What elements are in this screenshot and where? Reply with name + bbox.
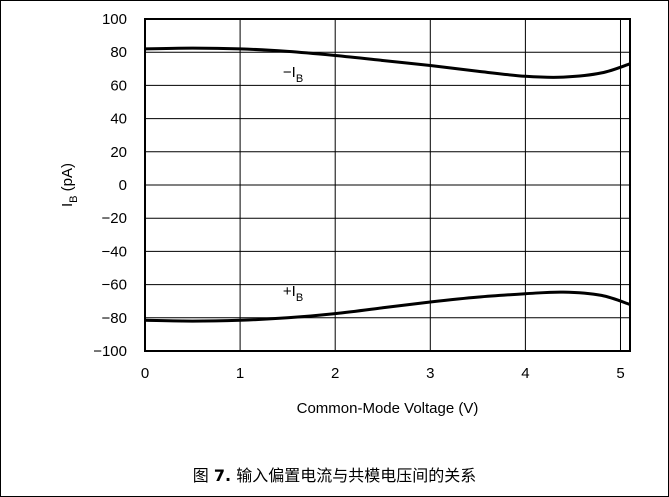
- caption-prefix: 图: [192, 466, 214, 485]
- grid: [144, 18, 630, 352]
- caption-figure-number: 7.: [213, 466, 232, 485]
- y-tick-label: −80: [102, 310, 127, 327]
- bias-current-chart: 100 80 60 40 20 0 −20 −40 −60 −80 −100 0 1 2 3 4 5 −IB +…: [59, 11, 631, 417]
- y-tick-label: −100: [93, 343, 127, 360]
- series-group: [144, 46, 631, 323]
- x-axis-title: Common-Mode Voltage (V): [297, 400, 479, 417]
- y-tick-label: −60: [102, 277, 127, 294]
- x-tick-labels: 0 1 2 3 4 5: [141, 365, 625, 382]
- series-line-plus-ib: [144, 290, 631, 323]
- x-tick-label: 0: [141, 365, 149, 382]
- x-tick-label: 1: [236, 365, 244, 382]
- label-plus-ib: +IB: [283, 283, 303, 304]
- label-minus-ib: −IB: [283, 64, 303, 85]
- y-tick-label: 80: [110, 44, 127, 61]
- y-tick-labels: 100 80 60 40 20 0 −20 −40 −60 −80 −100: [93, 11, 127, 360]
- y-tick-label: 20: [110, 144, 127, 161]
- series-line-minus-ib: [144, 46, 631, 79]
- plot-border: [144, 18, 631, 352]
- series-labels: −IB +IB: [283, 64, 303, 304]
- figure-caption: 图 7. 输入偏置电流与共模电压间的关系: [0, 462, 669, 486]
- y-axis-title-main: I: [59, 203, 76, 207]
- y-tick-label: −40: [102, 243, 127, 260]
- y-tick-label: 60: [110, 77, 127, 94]
- y-tick-label: −20: [102, 210, 127, 227]
- y-axis-title: IB (pA): [59, 163, 80, 207]
- x-tick-label: 4: [521, 365, 529, 382]
- y-tick-label: 40: [110, 111, 127, 128]
- y-axis-title-unit: (pA): [59, 163, 76, 196]
- y-tick-label: 0: [119, 177, 127, 194]
- x-tick-label: 3: [426, 365, 434, 382]
- x-tick-label: 2: [331, 365, 339, 382]
- caption-text: 输入偏置电流与共模电压间的关系: [231, 466, 477, 485]
- y-tick-label: 100: [102, 11, 127, 28]
- y-axis-title-sub: B: [68, 196, 80, 203]
- x-tick-label: 5: [616, 365, 624, 382]
